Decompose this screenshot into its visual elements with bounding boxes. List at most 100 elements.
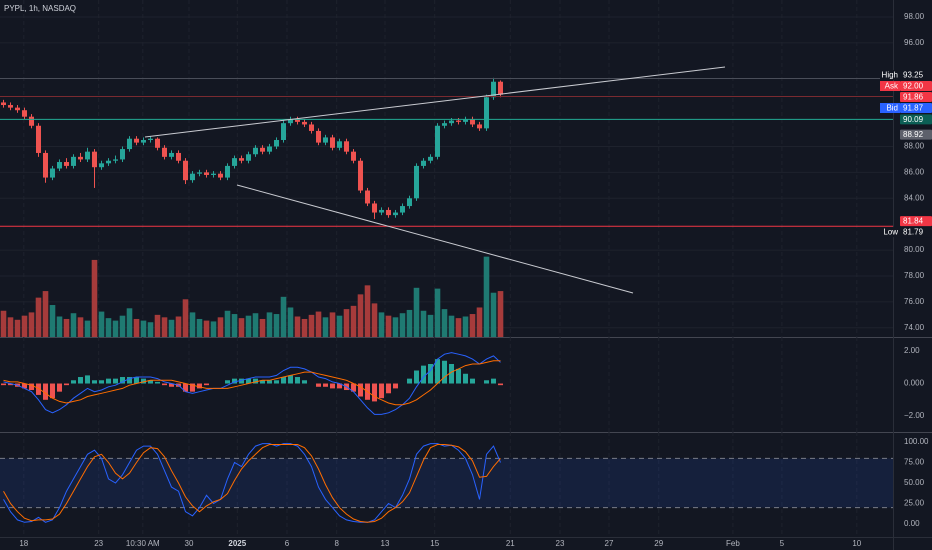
candle-body — [162, 147, 168, 157]
volume-bar — [266, 312, 273, 337]
candle-body — [92, 151, 98, 168]
price-tag-label: 93.25 — [903, 71, 924, 80]
price-tag-name-box — [880, 81, 900, 92]
macd-histogram-bar — [330, 383, 336, 389]
macd-histogram-bar — [379, 383, 385, 399]
x-tick-label: Feb — [726, 539, 740, 548]
volume-bar — [105, 318, 112, 337]
candle-body — [288, 119, 294, 124]
volume-bar — [287, 307, 294, 337]
x-tick-label: 13 — [381, 539, 390, 548]
volume-bar — [63, 318, 70, 337]
volume-bar — [175, 316, 182, 337]
y-tick-label: 88.00 — [904, 142, 925, 151]
volume-bar — [196, 318, 203, 337]
stochastic-band — [0, 458, 893, 508]
candle-body — [379, 209, 385, 213]
volume-bar — [434, 288, 441, 337]
macd-histogram-bar — [232, 378, 238, 384]
y-tick-label: −2.00 — [904, 411, 925, 420]
volume-bar — [301, 318, 308, 337]
price-tag — [900, 216, 932, 227]
candle-body — [50, 168, 56, 178]
volume-bar — [224, 310, 231, 337]
macd-histogram-bar — [239, 378, 245, 384]
volume-bar — [35, 297, 42, 337]
price-tag — [900, 227, 932, 238]
macd-histogram-bar — [190, 383, 196, 392]
macd-histogram-bar — [50, 383, 56, 399]
candle-body — [155, 138, 161, 148]
candle-body — [134, 138, 140, 143]
candle-body — [36, 125, 42, 153]
price-tag-label: 81.84 — [903, 217, 924, 226]
y-tick-label: 74.00 — [904, 323, 925, 332]
volume-bar — [294, 316, 301, 337]
candle-body — [148, 138, 154, 141]
macd-histogram-bar — [78, 377, 84, 384]
macd-histogram-bar — [281, 377, 287, 384]
candle-body — [8, 105, 14, 108]
candle-body — [435, 125, 441, 157]
macd-histogram-bar — [421, 365, 427, 384]
macd-histogram-bar — [1, 383, 7, 386]
volume-bar — [483, 256, 490, 337]
volume-bar — [420, 310, 427, 337]
y-tick-label: 25.00 — [904, 499, 925, 508]
macd-histogram-bar — [29, 383, 35, 391]
candle-body — [1, 102, 7, 106]
volume-bar — [126, 308, 133, 337]
volume-bar — [21, 315, 28, 337]
candle-body — [29, 116, 35, 126]
macd-histogram-bar — [435, 359, 441, 384]
candle-body — [442, 123, 448, 126]
volume-bar — [140, 320, 147, 337]
volume-bar — [497, 291, 504, 337]
candle-body — [211, 173, 217, 175]
macd-histogram-bar — [358, 383, 364, 397]
candle-body — [232, 158, 238, 166]
macd-histogram-bar — [428, 364, 434, 384]
volume-bar — [385, 315, 392, 337]
candle-body — [414, 165, 420, 199]
price-tag — [900, 129, 932, 140]
macd-histogram-bar — [169, 383, 175, 387]
candle-body — [106, 160, 112, 164]
macd-histogram-bar — [8, 383, 14, 386]
macd-histogram-bar — [316, 383, 322, 387]
price-tag — [900, 92, 932, 103]
volume-bar — [182, 299, 189, 337]
macd-histogram-bar — [246, 378, 252, 384]
macd-histogram-bar — [141, 378, 147, 384]
volume-bar — [154, 314, 161, 337]
candle-body — [218, 173, 224, 178]
x-tick-label: 15 — [430, 539, 439, 548]
candle-body — [15, 107, 21, 111]
macd-histogram-bar — [253, 378, 259, 384]
macd-histogram-bar — [337, 383, 343, 389]
x-tick-label: 8 — [334, 539, 339, 548]
volume-bar — [252, 313, 259, 337]
volume-bar — [7, 317, 14, 337]
y-tick-label: 96.00 — [904, 38, 925, 47]
price-tag — [900, 81, 932, 92]
price-tag-label: 92.00 — [903, 82, 924, 91]
price-tag-name-box — [880, 227, 900, 238]
candle-body — [113, 159, 119, 161]
price-tag-name: High — [882, 71, 898, 80]
candle-body — [183, 160, 189, 181]
macd-histogram-bar — [302, 380, 308, 384]
candle-body — [393, 212, 399, 216]
price-tag-name: Low — [883, 228, 898, 237]
y-tick-label: 76.00 — [904, 297, 925, 306]
volume-bar — [308, 314, 315, 337]
volume-bar — [70, 313, 77, 337]
candle-body — [372, 203, 378, 213]
volume-bar — [455, 318, 462, 337]
candle-body — [64, 162, 70, 166]
volume-bar — [371, 303, 378, 337]
price-tag-label: 91.86 — [903, 93, 924, 102]
candle-body — [260, 147, 266, 152]
macd-histogram-bar — [92, 380, 98, 384]
macd-histogram-bar — [225, 380, 231, 384]
